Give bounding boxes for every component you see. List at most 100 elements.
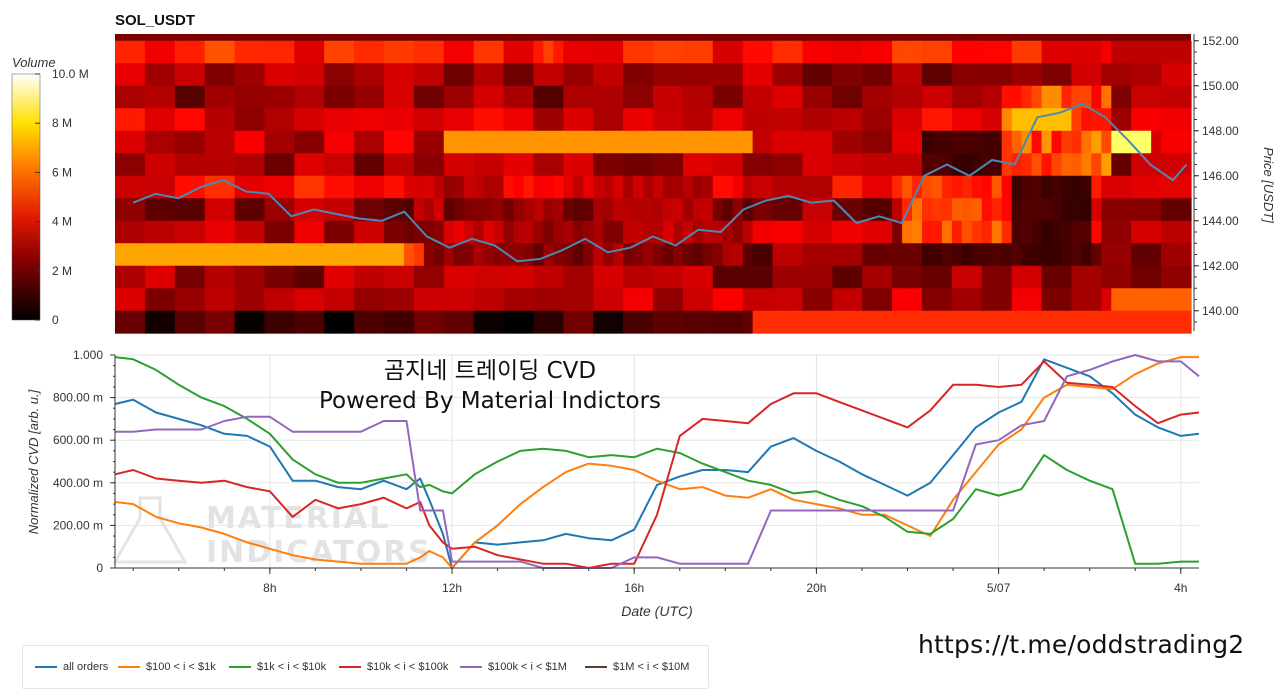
heatmap-cell (643, 108, 654, 132)
heatmap-cell (653, 175, 664, 199)
heatmap-cell (364, 198, 375, 222)
heatmap-cell (1131, 175, 1142, 199)
heatmap-cell (563, 265, 574, 289)
heatmap-cell (284, 40, 295, 64)
heatmap-cell (862, 130, 873, 154)
heatmap-cell (244, 175, 256, 199)
heatmap-cell (423, 85, 435, 109)
heatmap-cell (513, 243, 525, 267)
heatmap-cell (513, 175, 525, 199)
legend-item[interactable]: all orders (35, 660, 108, 674)
heatmap-cell (722, 85, 734, 109)
heatmap-cell (722, 175, 734, 199)
heatmap-cell (603, 108, 614, 132)
heatmap-cell (1071, 130, 1082, 154)
heatmap-cell (712, 310, 724, 334)
heatmap-cell (1091, 288, 1102, 312)
heatmap-cell (413, 153, 425, 177)
heatmap-cell (1031, 63, 1043, 87)
heatmap-cell (214, 198, 226, 222)
heatmap-cell (692, 130, 704, 154)
heatmap-cell (1181, 40, 1192, 64)
heatmap-cell (892, 153, 903, 177)
heatmap-cell (184, 288, 196, 312)
heatmap-cell (1031, 40, 1043, 64)
heatmap-cell (722, 243, 734, 267)
heatmap-cell (1061, 85, 1073, 109)
cvd-series-line (114, 356, 1199, 569)
heatmap-cell (503, 310, 515, 334)
heatmap-cell (732, 243, 744, 267)
heatmap-cell (951, 63, 963, 87)
heatmap-cell (254, 220, 266, 244)
heatmap-cell (662, 153, 674, 177)
legend-item[interactable]: $100k < i < $1M (460, 660, 567, 674)
heatmap-cell (154, 153, 166, 177)
heatmap-cell (115, 40, 126, 64)
heatmap-cell (563, 175, 574, 199)
heatmap-cell (453, 265, 465, 289)
heatmap-cell (533, 63, 544, 87)
heatmap-cell (1111, 175, 1122, 199)
legend-swatch (585, 666, 607, 668)
legend-item[interactable]: $10k < i < $100k (339, 660, 448, 674)
heatmap-cell (573, 63, 584, 87)
legend-item[interactable]: $1k < i < $10k (229, 660, 326, 674)
heatmap-cell (1041, 130, 1053, 154)
price-tick-label: 146.00 (1202, 169, 1239, 183)
heatmap-cell (931, 175, 943, 199)
telegram-link[interactable]: https://t.me/oddstrading2 (918, 630, 1245, 659)
heatmap-cell (1021, 153, 1033, 177)
heatmap-cell (1041, 85, 1053, 109)
heatmap-cell (912, 153, 923, 177)
heatmap-cell (752, 265, 764, 289)
heatmap-cell (274, 40, 285, 64)
heatmap-cell (792, 130, 804, 154)
heatmap-cell (314, 85, 325, 109)
heatmap-cell (433, 265, 445, 289)
heatmap-cell (364, 220, 375, 244)
heatmap-cell (662, 220, 674, 244)
heatmap-cell (902, 153, 913, 177)
heatmap-cell (623, 108, 634, 132)
heatmap-cell (1161, 108, 1172, 132)
heatmap-cell (692, 198, 704, 222)
heatmap-cell (1101, 220, 1112, 244)
heatmap-cell (443, 130, 455, 154)
heatmap-cell (583, 198, 594, 222)
heatmap-cell (154, 175, 166, 199)
heatmap-cell (533, 288, 544, 312)
heatmap-cell (732, 85, 744, 109)
legend-item[interactable]: $1M < i < $10M (585, 660, 689, 674)
heatmap-cell (941, 198, 953, 222)
heatmap-cell (374, 265, 385, 289)
heatmap-cell (752, 63, 764, 87)
heatmap-cell (782, 85, 794, 109)
heatmap-cell (134, 310, 146, 334)
heatmap-cell (961, 130, 973, 154)
heatmap-cell (523, 63, 535, 87)
heatmap-cell (204, 63, 216, 87)
heatmap-cell (314, 130, 325, 154)
heatmap-cell (543, 108, 554, 132)
heatmap-cell (802, 40, 813, 64)
heatmap-cell (124, 40, 136, 64)
heatmap-cell (413, 243, 425, 267)
heatmap-cell (782, 40, 794, 64)
heatmap-cell (822, 130, 833, 154)
heatmap-cell (384, 85, 395, 109)
legend-item[interactable]: $100 < i < $1k (118, 660, 216, 674)
heatmap-cell (384, 310, 395, 334)
heatmap-cell (702, 108, 714, 132)
heatmap-cell (792, 265, 804, 289)
heatmap-cell (154, 243, 166, 267)
heatmap-cell (692, 63, 704, 87)
heatmap-cell (613, 243, 624, 267)
heatmap-cell (304, 108, 315, 132)
heatmap-cell (184, 175, 196, 199)
heatmap-cell (224, 85, 236, 109)
heatmap-cell (722, 288, 734, 312)
heatmap-cell (463, 130, 475, 154)
heatmap-cell (732, 153, 744, 177)
